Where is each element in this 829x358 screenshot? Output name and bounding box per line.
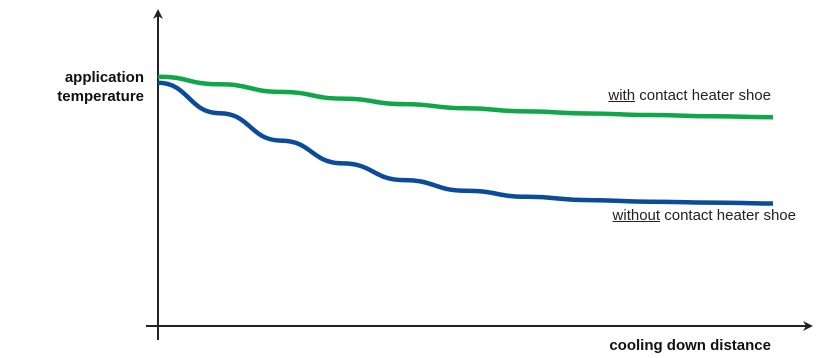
series-label-with-heater-shoe: with contact heater shoe <box>608 87 771 104</box>
x-axis-label: cooling down distance <box>609 337 771 354</box>
series-layer <box>157 74 774 206</box>
series-label-with-underlined: with <box>608 87 636 104</box>
y-axis-label-line-2: temperature <box>57 88 144 105</box>
y-axis-label-line-1: application <box>64 69 144 86</box>
series-label-without-heater-shoe: without contact heater shoe <box>613 207 796 224</box>
series-line-without-heater-shoe <box>157 80 774 206</box>
series-label-without-underlined: without <box>612 207 661 224</box>
series-label-with-rest: contact heater shoe <box>635 87 771 104</box>
series-label-without-rest: contact heater shoe <box>660 207 796 224</box>
series-line-with-heater-shoe <box>157 74 774 120</box>
y-axis-label: application temperature <box>22 68 144 106</box>
